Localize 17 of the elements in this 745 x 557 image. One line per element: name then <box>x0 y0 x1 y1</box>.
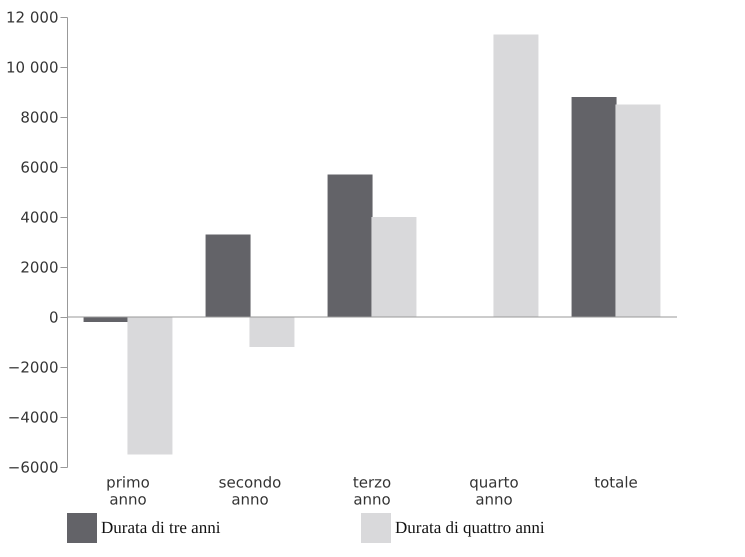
x-tick-label: quarto anno <box>469 474 519 508</box>
x-tick-label: primo anno <box>106 474 150 508</box>
y-tick-label: −2000 <box>8 358 58 376</box>
y-tick-label: 6000 <box>20 158 58 176</box>
y-tick-label: −4000 <box>8 408 58 426</box>
legend-label: Durata di tre anni <box>101 518 221 537</box>
x-tick-label: secondo anno <box>218 474 282 508</box>
x-tick-label: terzo anno <box>352 474 392 508</box>
y-tick-label: 8000 <box>20 108 58 126</box>
y-tick-label: 4000 <box>20 208 58 226</box>
y-tick-label: 12 000 <box>6 8 58 26</box>
y-tick-label: 10 000 <box>6 58 58 76</box>
x-tick-label: totale <box>594 474 638 492</box>
y-tick-label: 0 <box>48 308 58 326</box>
y-tick-label: −6000 <box>8 458 58 476</box>
legend-label: Durata di quattro anni <box>395 518 545 537</box>
y-tick-label: 2000 <box>20 258 58 276</box>
